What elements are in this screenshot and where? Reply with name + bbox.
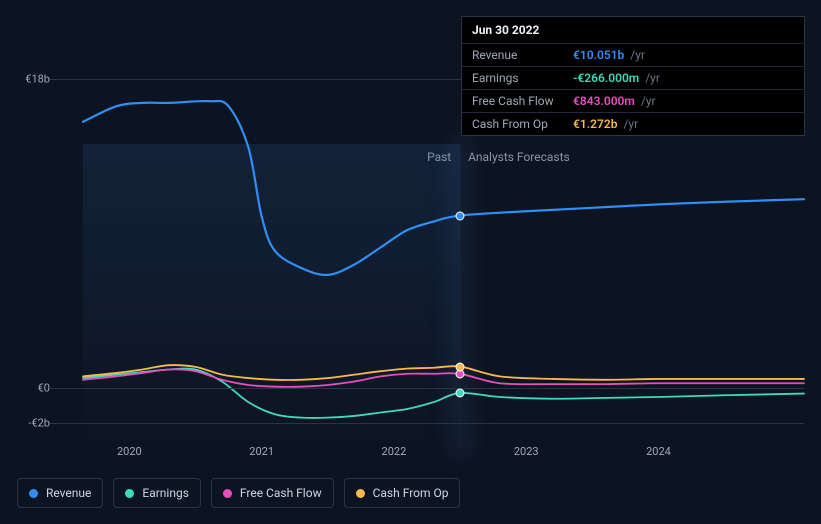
tooltip-row-cfo: Cash From Op €1.272b /yr [462,112,804,135]
series-marker-cfo [456,362,465,371]
legend-label: Cash From Op [373,486,449,500]
tooltip-value: €10.051b [573,48,624,62]
tooltip-unit: /yr [641,94,656,108]
y-tick-label: -€2b [20,416,50,429]
tooltip-row-revenue: Revenue €10.051b /yr [462,43,804,66]
legend-item-revenue[interactable]: Revenue [17,478,103,508]
series-marker-revenue [456,211,465,220]
tooltip-label: Free Cash Flow [472,94,567,108]
financials-chart: Past Analysts Forecasts -€2b€0€18b202020… [17,10,804,520]
tooltip-label: Revenue [472,48,567,62]
tooltip-value: -€266.000m [573,71,639,85]
x-tick-label: 2020 [117,445,142,458]
y-gridline [50,423,804,424]
tooltip-value: €1.272b [573,117,617,131]
legend-label: Free Cash Flow [240,486,322,500]
y-tick-label: €18b [20,72,50,85]
legend-item-earnings[interactable]: Earnings [113,478,201,508]
chart-legend: Revenue Earnings Free Cash Flow Cash From O… [17,478,460,508]
chart-tooltip: Jun 30 2022 Revenue €10.051b /yr Earning… [461,16,805,136]
tooltip-unit: /yr [623,117,638,131]
legend-label: Revenue [46,486,91,500]
legend-item-fcf[interactable]: Free Cash Flow [211,478,334,508]
tooltip-unit: /yr [630,48,645,62]
tooltip-row-earnings: Earnings -€266.000m /yr [462,66,804,89]
x-tick-label: 2023 [514,445,539,458]
legend-swatch-icon [356,489,365,498]
tooltip-row-fcf: Free Cash Flow €843.000m /yr [462,89,804,112]
series-marker-earnings [456,389,465,398]
series-line-earnings [83,368,804,417]
y-gridline [50,388,804,389]
tooltip-label: Earnings [472,71,567,85]
legend-swatch-icon [29,489,38,498]
legend-label: Earnings [142,486,189,500]
tooltip-value: €843.000m [573,94,635,108]
x-tick-label: 2022 [382,445,407,458]
legend-swatch-icon [223,489,232,498]
tooltip-label: Cash From Op [472,117,567,131]
x-tick-label: 2021 [249,445,274,458]
x-tick-label: 2024 [646,445,671,458]
tooltip-unit: /yr [645,71,660,85]
legend-swatch-icon [125,489,134,498]
y-tick-label: €0 [20,382,50,395]
tooltip-date: Jun 30 2022 [462,17,804,43]
legend-item-cfo[interactable]: Cash From Op [344,478,461,508]
